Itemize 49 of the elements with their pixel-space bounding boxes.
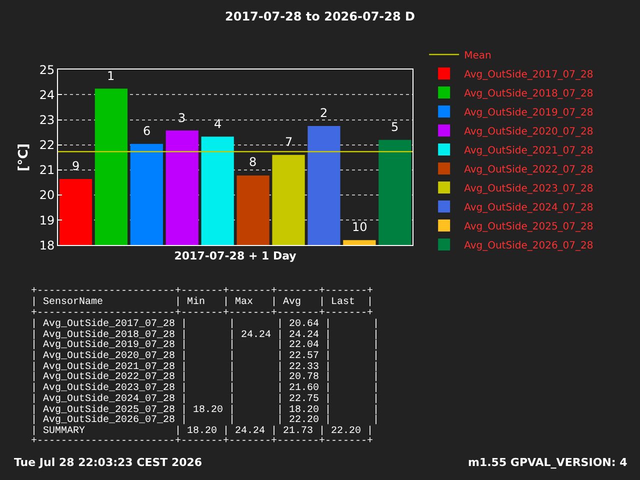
y-tick-label: 21 (39, 163, 55, 178)
annotation: 7 (285, 135, 293, 149)
y-tick-label: 25 (39, 62, 55, 77)
text: | Avg_OutSide_2024_07_28 | | | 22.75 | | (31, 393, 380, 405)
chart-title: 2017-07-28 to 2026-07-28 D (225, 9, 416, 24)
text: | Avg_OutSide_2022_07_28 | | | 20.78 | | (31, 371, 380, 383)
annotation: 8 (249, 155, 257, 169)
text: | SUMMARY | 18.20 | 24.24 | 21.73 | 22.20 | (31, 425, 374, 437)
legend-label: Avg_OutSide_2024_07_28 (464, 202, 594, 214)
text: +-----------------------+-------+-------+-------+-------+ (31, 308, 374, 319)
annotation: 6 (143, 124, 151, 138)
y-axis-title: [°C] (16, 143, 32, 172)
text: | Avg_OutSide_2025_07_28 | 18.20 | | 18.20 | | (31, 404, 380, 416)
x-axis-title: 2017-07-28 + 1 Day (174, 250, 296, 263)
y-tick-label: 19 (39, 213, 55, 228)
text: +-----------------------+-------+-------+-------+-------+ (31, 436, 374, 447)
annotation: 1 (107, 69, 115, 83)
y-tick-label: 24 (39, 88, 55, 102)
text: | Avg_OutSide_2019_07_28 | | | 22.04 | | (31, 339, 380, 351)
annotation: 9 (72, 159, 80, 173)
text: m1.55 GPVAL_VERSION: 4 (468, 456, 628, 469)
annotation: 4 (214, 117, 222, 131)
text: | SensorName | Min | Max | Avg | Last | (31, 296, 374, 308)
text: +-----------------------+-------+-------+-------+-------+ (31, 286, 374, 297)
text: | Avg_OutSide_2020_07_28 | | | 22.57 | | (31, 350, 380, 362)
text: | Avg_OutSide_2017_07_28 | | | 20.64 | | (31, 318, 380, 330)
text: | Avg_OutSide_2026_07_28 | | | 22.20 | | (31, 414, 380, 426)
legend-label: Avg_OutSide_2022_07_28 (464, 164, 594, 176)
y-tick-label: 18 (39, 238, 55, 252)
annotation: 2 (320, 106, 328, 120)
legend-label: Mean (464, 50, 492, 62)
y-tick-label: 23 (39, 112, 55, 127)
legend-label: Avg_OutSide_2026_07_28 (464, 240, 594, 252)
legend-label: Avg_OutSide_2023_07_28 (464, 183, 594, 194)
text: | Avg_OutSide_2021_07_28 | | | 22.33 | | (31, 361, 380, 373)
legend-label: Avg_OutSide_2018_07_28 (464, 88, 594, 100)
y-tick-label: 22 (39, 138, 55, 152)
annotation: 10 (352, 220, 368, 234)
legend-label: Avg_OutSide_2019_07_28 (464, 107, 594, 118)
y-tick-label: 20 (39, 188, 55, 202)
legend-label: Avg_OutSide_2020_07_28 (464, 126, 594, 138)
text: Tue Jul 28 22:03:23 CEST 2026 (14, 456, 202, 469)
annotation: 3 (178, 111, 186, 125)
text: | Avg_OutSide_2018_07_28 | | 24.24 | 24.24 | | (31, 329, 380, 341)
annotation: 5 (391, 120, 399, 134)
text: | Avg_OutSide_2023_07_28 | | | 21.60 | | (31, 382, 380, 394)
legend-label: Avg_OutSide_2021_07_28 (464, 145, 594, 156)
legend-label: Avg_OutSide_2017_07_28 (464, 69, 594, 80)
legend-label: Avg_OutSide_2025_07_28 (464, 221, 594, 232)
